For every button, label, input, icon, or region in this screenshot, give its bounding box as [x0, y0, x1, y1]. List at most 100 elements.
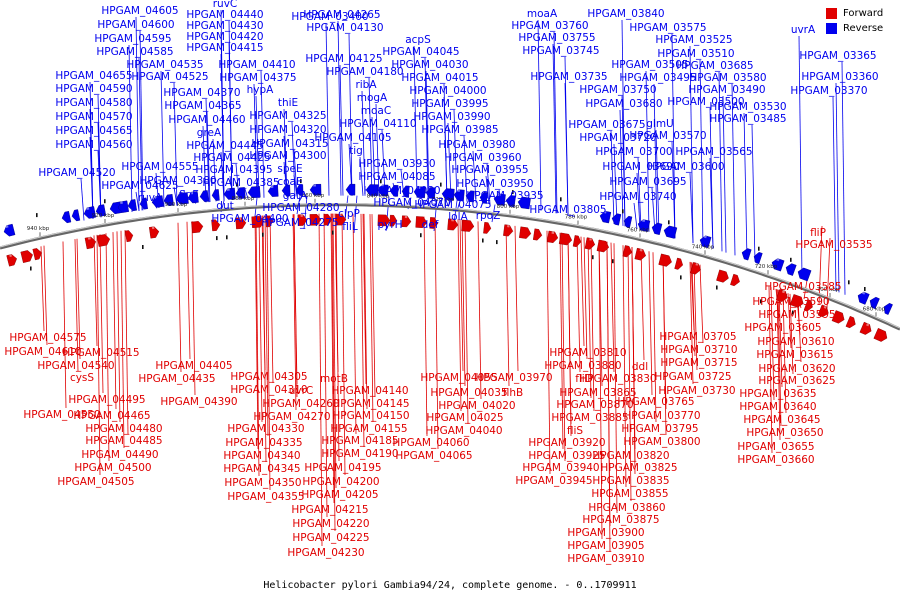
reverse-gene-label: HPGAM_04585 — [96, 46, 173, 58]
leader-line — [112, 232, 117, 410]
forward-gene-label: HPGAM_04055 — [420, 372, 497, 384]
leader-line — [818, 225, 823, 305]
gene-arrow-shape — [175, 192, 189, 205]
leader-line — [590, 238, 595, 412]
reverse-gene-label: HPGAM_04565 — [55, 125, 132, 137]
leader-line — [353, 195, 358, 234]
leader-line — [269, 215, 274, 384]
gene-shine — [866, 323, 870, 327]
reverse-gene-label: HPGAM_03805 — [529, 204, 606, 216]
reverse-gene-label: tig — [349, 145, 363, 157]
strand-marker — [622, 209, 624, 214]
gene-arrow-shape — [634, 247, 646, 261]
gene-shine — [313, 184, 316, 187]
reverse-gene — [505, 195, 516, 208]
reverse-gene-label: coaE — [277, 176, 302, 188]
reverse-gene-label: HPGAM_03960 — [444, 152, 521, 164]
gene-shine — [603, 210, 607, 214]
leader-line — [361, 90, 366, 196]
gene-arrow-shape — [716, 269, 729, 283]
reverse-gene-label: HPGAM_04395 — [195, 164, 272, 176]
leader-line — [447, 122, 452, 201]
reverse-gene-label: HPGAM_04555 — [121, 161, 198, 173]
reverse-gene — [235, 187, 246, 199]
reverse-gene-label: HPGAM_03565 — [675, 146, 752, 158]
forward-gene — [251, 216, 265, 229]
reverse-gene-label: HPGAM_04300 — [249, 150, 326, 162]
forward-gene-label: fliS — [567, 425, 584, 437]
forward-gene-label: HPGAM_04305 — [230, 371, 307, 383]
reverse-gene-label: HPGAM_04105 — [314, 132, 391, 144]
reverse-gene-label: ruvA — [138, 192, 163, 204]
leader-line — [341, 213, 346, 476]
forward-gene-label: HPGAM_03655 — [737, 441, 814, 453]
reverse-gene-label: acpS — [405, 34, 431, 46]
leader-line — [648, 251, 653, 396]
forward-gene — [483, 222, 492, 234]
reverse-gene-label: HPGAM_04420 — [186, 31, 263, 43]
leader-line — [789, 293, 794, 375]
forward-gene — [297, 214, 308, 226]
leader-line — [797, 296, 802, 363]
leader-line — [359, 156, 364, 196]
reverse-gene-label: HPGAM_03955 — [451, 164, 528, 176]
gene-arrow-shape — [622, 245, 633, 258]
gene-shine — [497, 193, 501, 197]
leader-line — [43, 245, 48, 346]
tick-label: 920 kbp — [92, 213, 115, 219]
strand-marker — [496, 240, 498, 245]
forward-gene — [532, 228, 543, 241]
forward-gene-label: HPGAM_04065 — [395, 450, 472, 462]
leader-line — [160, 70, 165, 208]
reverse-gene-label: HPGAM_03995 — [411, 98, 488, 110]
gene-shine — [457, 189, 460, 192]
reverse-gene-label: HPGAM_04130 — [306, 22, 383, 34]
forward-gene — [674, 257, 683, 270]
leader-line — [619, 109, 624, 226]
gene-arrow-shape — [831, 310, 845, 324]
map-caption: Helicobacter pylori Gambia94/24, complet… — [263, 580, 637, 591]
leader-line — [743, 112, 748, 260]
forward-gene-label: HPGAM_03925 — [528, 450, 605, 462]
leader-line — [637, 157, 642, 230]
gene-arrow-shape — [3, 223, 16, 237]
gene-arrow-shape — [789, 294, 804, 308]
gene-shine — [451, 218, 454, 222]
forward-gene-label: HPGAM_04195 — [304, 462, 381, 474]
leader-line — [186, 221, 191, 360]
reverse-gene-label: HPGAM_04625 — [101, 180, 178, 192]
leader-line — [457, 219, 462, 412]
gene-arrow-shape — [465, 190, 475, 203]
leader-line — [453, 109, 458, 201]
leader-line — [318, 213, 323, 547]
leader-line — [352, 213, 357, 435]
reverse-gene — [199, 190, 209, 202]
reverse-gene-label: mogA — [357, 92, 388, 104]
leader-line — [220, 53, 225, 201]
gene-arrow-shape — [859, 321, 872, 335]
strand-marker — [216, 236, 218, 241]
reverse-gene-label: HPGAM_03935 — [466, 190, 543, 202]
reverse-gene — [517, 196, 531, 210]
leader-line — [120, 230, 125, 449]
gene-arrow-shape — [415, 216, 428, 229]
leader-line — [332, 213, 337, 489]
gene-arrow-shape — [335, 213, 347, 226]
gene-arrow-shape — [572, 235, 582, 248]
forward-gene — [401, 215, 412, 228]
gene-shine — [823, 305, 827, 309]
tick-label: 700 kbp — [817, 287, 840, 293]
reverse-gene — [211, 189, 220, 201]
reverse-gene — [389, 185, 399, 197]
reverse-gene — [267, 185, 279, 197]
gene-arrow-shape — [441, 188, 455, 201]
strand-marker — [864, 287, 866, 291]
forward-gene-label: HPGAM_03900 — [567, 527, 644, 539]
leader-line — [434, 217, 439, 450]
gene-arrow-shape — [883, 302, 893, 315]
forward-gene-label: HPGAM_04480 — [85, 423, 162, 435]
strand-marker — [300, 179, 302, 184]
tick-label: 860 kbp — [302, 193, 325, 199]
leader-line — [671, 141, 676, 239]
forward-gene-label: HPGAM_04495 — [68, 394, 145, 406]
